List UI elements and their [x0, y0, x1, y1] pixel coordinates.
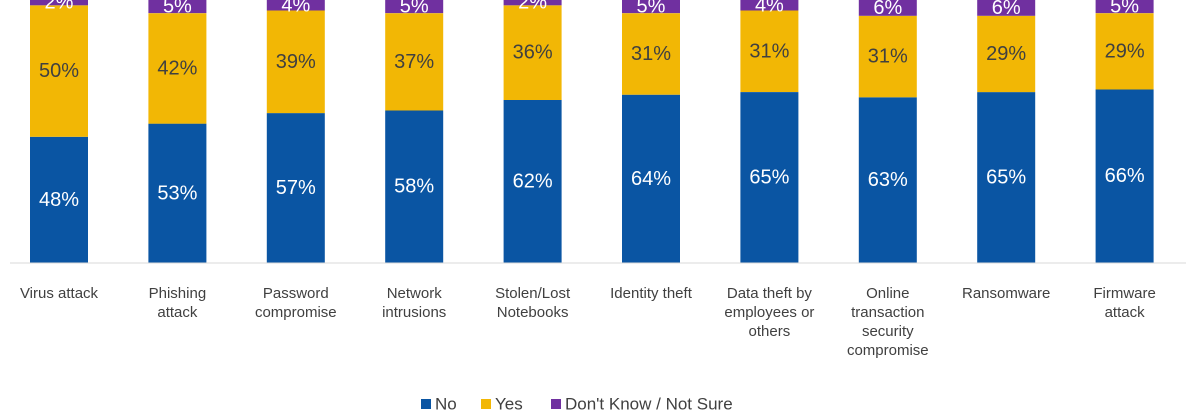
- bar-segment-yes-9: [977, 15, 1036, 93]
- bar-segment-don-t-know-not-sure-4: [385, 0, 444, 14]
- data-label: 57%: [276, 177, 316, 199]
- legend-label: Don't Know / Not Sure: [565, 395, 733, 414]
- legend-label: No: [435, 395, 457, 414]
- data-label: 36%: [513, 42, 553, 64]
- data-label: 65%: [749, 167, 789, 189]
- data-label: 5%: [1110, 0, 1139, 18]
- data-label: 4%: [755, 0, 784, 16]
- data-label: 53%: [157, 182, 197, 204]
- category-label: Ransomware: [962, 285, 1050, 302]
- bar-segment-don-t-know-not-sure-6: [622, 0, 680, 14]
- legend-swatch: [421, 399, 431, 409]
- legend-swatch: [481, 399, 491, 409]
- data-label: 2%: [45, 0, 74, 14]
- bar-segment-don-t-know-not-sure-1: [30, 0, 88, 6]
- bar-segment-yes-7: [740, 10, 799, 92]
- data-label: 4%: [281, 0, 310, 16]
- data-label: 64%: [631, 168, 671, 190]
- data-label: 6%: [873, 0, 902, 19]
- data-label: 39%: [276, 51, 316, 73]
- category-label: Identity theft: [610, 285, 693, 302]
- category-label: Online transaction security compromise: [847, 285, 929, 359]
- bar-segment-yes-8: [858, 15, 917, 98]
- bar-segment-no-2: [148, 123, 207, 263]
- category-label: Phishing attack: [149, 285, 207, 321]
- data-label: 62%: [513, 171, 553, 193]
- data-label: 6%: [992, 0, 1021, 19]
- bar-segment-no-9: [977, 92, 1036, 263]
- bar-segment-don-t-know-not-sure-3: [266, 0, 325, 11]
- data-label: 29%: [986, 43, 1026, 65]
- category-label: Data theft by employees or others: [724, 285, 814, 340]
- bar-segment-yes-2: [148, 13, 207, 124]
- bar-segment-yes-1: [30, 5, 88, 137]
- data-label: 66%: [1105, 165, 1145, 187]
- legend: No Yes Don't Know / Not Sure: [421, 395, 733, 414]
- bar-segment-yes-5: [503, 5, 562, 100]
- category-label: Network intrusions: [382, 285, 446, 321]
- bar-segment-no-7: [740, 92, 799, 263]
- data-label: 31%: [631, 43, 671, 65]
- data-label: 50%: [39, 60, 79, 82]
- data-label: 31%: [749, 40, 789, 62]
- legend-swatch: [551, 399, 561, 409]
- data-label: 29%: [1105, 40, 1145, 62]
- category-label: Stolen/Lost Notebooks: [495, 285, 571, 321]
- bar-segment-no-1: [30, 136, 88, 263]
- data-label: 31%: [868, 46, 908, 68]
- bar-segment-don-t-know-not-sure-9: [977, 0, 1036, 16]
- data-label: 63%: [868, 169, 908, 191]
- bar-segment-yes-3: [266, 10, 325, 114]
- bar-segment-yes-10: [1095, 13, 1154, 90]
- data-label: 48%: [39, 189, 79, 211]
- data-label: 58%: [394, 176, 434, 198]
- data-label: 65%: [986, 167, 1026, 189]
- bar-segment-no-5: [503, 99, 562, 264]
- data-label: 2%: [518, 0, 547, 14]
- bar-segment-no-6: [622, 94, 680, 263]
- bar-segment-don-t-know-not-sure-5: [503, 0, 562, 6]
- category-labels: Virus attack Phishing attack Password compro…: [20, 285, 1156, 359]
- bar-segment-don-t-know-not-sure-8: [858, 0, 917, 16]
- category-label: Virus attack: [20, 285, 99, 302]
- bar-segment-no-10: [1095, 89, 1154, 264]
- legend-label: Yes: [495, 395, 523, 414]
- data-label: 5%: [637, 0, 666, 18]
- bar-segment-no-8: [858, 97, 917, 263]
- data-label: 37%: [394, 51, 434, 73]
- bar-segment-yes-4: [385, 13, 444, 111]
- data-label: 5%: [400, 0, 429, 18]
- data-label: 42%: [157, 57, 197, 79]
- bars-layer: 48% 50% 2% 53% 42% 5% 57% 39% 4% 58% 37% 5% 62% 36% 2%…: [30, 0, 1154, 264]
- bar-segment-don-t-know-not-sure-10: [1095, 0, 1154, 14]
- category-label: Password compromise: [255, 285, 337, 321]
- bar-segment-yes-6: [622, 13, 680, 95]
- category-label: Firmware attack: [1093, 285, 1156, 321]
- bar-segment-don-t-know-not-sure-7: [740, 0, 799, 11]
- bar-segment-no-3: [266, 113, 325, 263]
- data-label: 5%: [163, 0, 192, 18]
- bar-segment-don-t-know-not-sure-2: [148, 0, 207, 14]
- bar-segment-no-4: [385, 110, 444, 263]
